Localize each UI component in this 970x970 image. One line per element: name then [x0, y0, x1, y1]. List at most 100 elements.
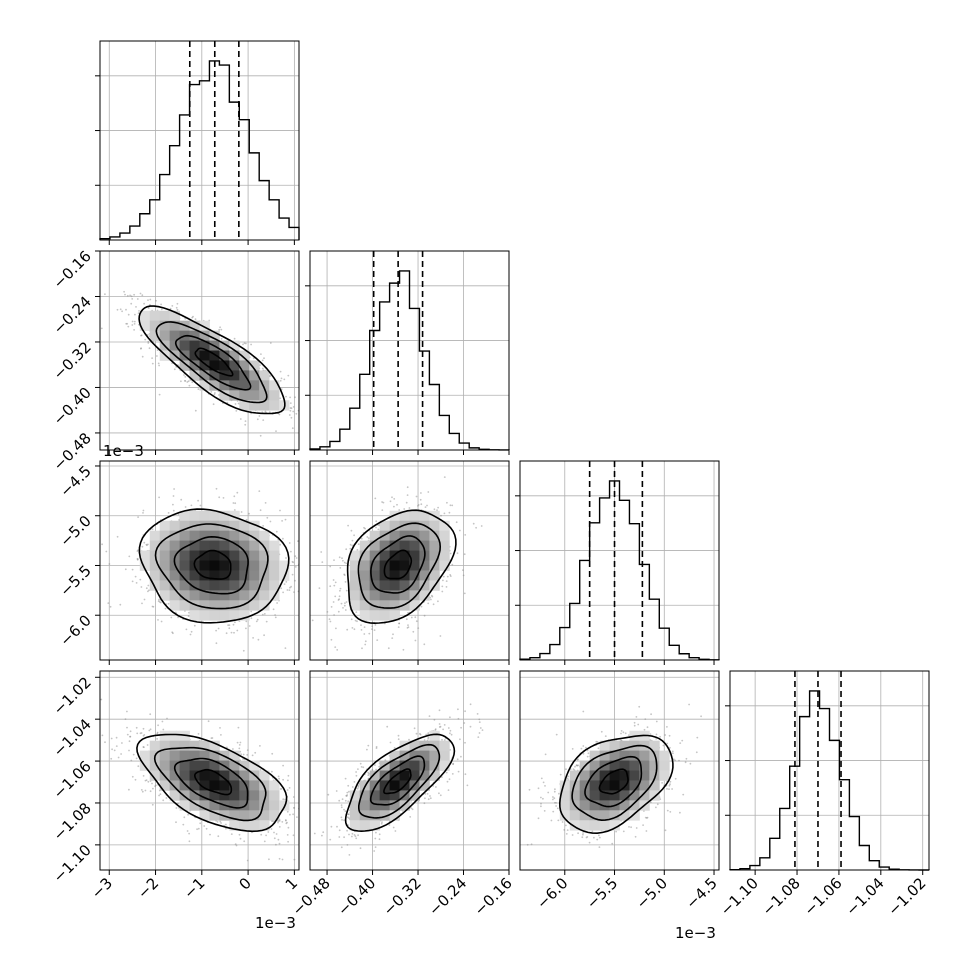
panel-frame	[309, 670, 510, 871]
density-cell	[389, 790, 400, 801]
sample-point	[171, 305, 174, 307]
density-cell	[169, 570, 180, 581]
sample-point	[264, 410, 267, 413]
density-cell	[149, 540, 161, 551]
density-cell	[229, 540, 240, 551]
contour-0	[193, 768, 233, 796]
sample-point	[131, 320, 134, 323]
contour-0	[598, 768, 629, 795]
sample-point	[160, 620, 163, 623]
sample-point	[407, 626, 410, 628]
sample-point	[449, 552, 452, 555]
sample-point	[451, 563, 454, 566]
density-cell	[149, 740, 161, 751]
panel-background	[730, 671, 929, 870]
sample-point	[427, 491, 430, 493]
sample-point	[151, 528, 154, 531]
sample-point	[338, 799, 341, 802]
density-cell	[219, 600, 230, 611]
sample-point	[334, 646, 337, 648]
density-cell	[639, 760, 650, 771]
sample-point	[145, 543, 148, 546]
density-cell	[399, 600, 410, 611]
sample-point	[649, 733, 652, 735]
density-cell	[169, 530, 180, 541]
sample-point	[283, 583, 286, 585]
sample-point	[115, 736, 118, 739]
density-cell	[169, 740, 180, 751]
density-cell	[209, 350, 220, 361]
sample-point	[530, 843, 533, 846]
density-cell	[169, 340, 180, 351]
density-cell	[199, 570, 210, 581]
density-cell	[439, 750, 450, 761]
sample-point	[242, 758, 244, 760]
sample-point	[142, 512, 144, 514]
sample-point	[344, 609, 347, 611]
sample-point	[338, 836, 341, 838]
sample-point	[147, 340, 150, 343]
sample-point	[263, 634, 265, 637]
density-cell	[199, 780, 210, 791]
sample-point	[563, 829, 566, 831]
sample-point	[176, 302, 179, 305]
sample-point	[346, 816, 349, 819]
density-cell	[389, 810, 400, 821]
density-cell	[219, 510, 230, 522]
panel-frame	[99, 250, 300, 451]
density-cell	[199, 330, 210, 341]
sample-point	[419, 732, 421, 735]
sample-point	[141, 294, 144, 297]
density-cell	[229, 370, 240, 381]
sample-point	[175, 807, 178, 809]
sample-point	[238, 833, 241, 836]
density-cell	[229, 780, 240, 791]
contour-0	[383, 549, 413, 580]
sample-point	[377, 528, 380, 531]
sample-point	[135, 582, 138, 584]
density-cell	[199, 580, 210, 591]
sample-point	[672, 758, 675, 761]
sample-point	[121, 742, 123, 744]
sample-point	[140, 347, 142, 350]
sample-point	[366, 748, 368, 751]
sample-point	[248, 625, 251, 627]
sample-point	[131, 580, 134, 583]
density-cell	[229, 340, 240, 351]
sample-point	[217, 835, 220, 838]
x-offset-label-col-2: 1e−3	[675, 924, 716, 942]
sample-point	[398, 509, 401, 511]
sample-point	[443, 512, 446, 515]
sample-point	[405, 618, 408, 621]
density-cell	[189, 510, 200, 522]
density-cell	[569, 780, 581, 791]
density-cell	[229, 610, 240, 621]
sample-point	[635, 827, 638, 829]
sample-point	[225, 827, 227, 830]
sample-point	[622, 731, 625, 734]
sample-point	[148, 347, 151, 350]
sample-point	[143, 541, 146, 544]
density-cell	[219, 580, 230, 591]
density-cell	[259, 570, 270, 581]
sample-point	[162, 799, 165, 802]
sample-point	[361, 647, 363, 650]
sample-point	[232, 502, 235, 504]
sample-point	[147, 780, 150, 783]
density-cell	[419, 540, 430, 551]
density-cell	[159, 740, 171, 751]
density-cell	[189, 330, 200, 341]
density-cell	[399, 520, 410, 532]
sample-point	[635, 716, 638, 718]
sample-point	[475, 526, 477, 529]
density-cell	[569, 790, 581, 801]
density-cell	[419, 510, 430, 522]
sample-point	[367, 771, 370, 774]
density-cell	[199, 740, 210, 751]
density-cell	[359, 600, 371, 611]
sample-point	[142, 735, 145, 737]
sample-point	[355, 611, 358, 613]
sample-point	[105, 550, 108, 553]
sample-point	[279, 370, 282, 373]
density-cell	[249, 370, 260, 381]
